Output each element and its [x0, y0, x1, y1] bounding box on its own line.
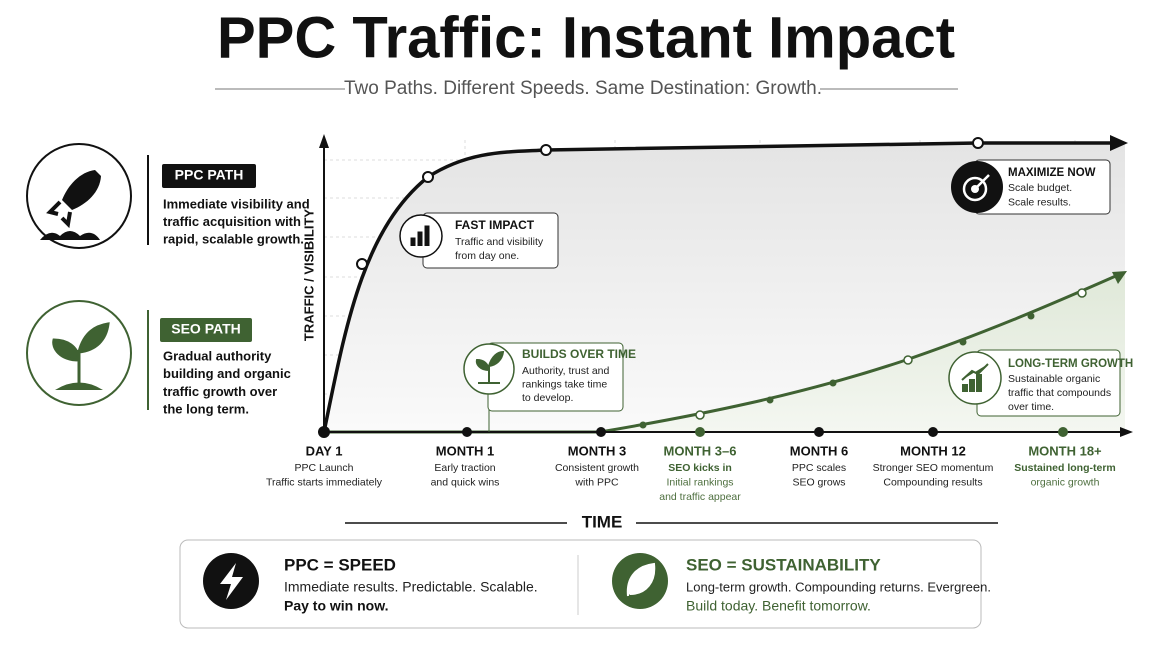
path-text: Immediate visibility and [163, 196, 310, 211]
leaf [626, 562, 656, 597]
milestone-label: MONTH 18+ [1028, 443, 1102, 458]
footer-text: Build today. Benefit tomorrow. [686, 598, 871, 614]
title: PPC Traffic: Instant Impact [217, 5, 955, 70]
path-label: SEO PATH [171, 321, 241, 337]
y-axis-label: TRAFFIC / VISIBILITY [301, 209, 316, 341]
x-axis-label: TIME [582, 512, 623, 531]
path-label: PPC PATH [175, 167, 244, 183]
milestone-text: Initial rankings [666, 476, 733, 488]
arrow [319, 134, 329, 148]
milestone-text: and traffic appear [659, 491, 741, 503]
sprout [52, 322, 110, 385]
arrow [1112, 271, 1127, 284]
label-box [162, 164, 256, 188]
milestone-text: Consistent growth [555, 462, 639, 474]
arrow [1120, 427, 1133, 437]
soil [55, 382, 103, 390]
milestone-text: organic growth [1031, 476, 1100, 488]
sprout [475, 350, 505, 384]
footer-text: Long-term growth. Compounding returns. E… [686, 579, 991, 594]
callout-text: to develop. [522, 392, 573, 404]
milestone-text: Early traction [434, 462, 495, 474]
callout-title: LONG-TERM GROWTH [1008, 358, 1133, 370]
path-text: traffic acquisition with [163, 214, 301, 229]
milestone-text: SEO kicks in [668, 462, 732, 474]
bolt [220, 563, 243, 600]
milestone-text: and quick wins [431, 476, 500, 488]
callout-text: Traffic and visibility [455, 236, 544, 248]
milestone-label: MONTH 1 [436, 443, 495, 458]
seo-curve [324, 273, 1119, 434]
milestone-text: PPC scales [792, 462, 846, 474]
ppc-curve [322, 141, 1115, 433]
arrow [1110, 135, 1128, 151]
cloud [40, 231, 100, 240]
milestone-text: Traffic starts immediately [266, 476, 383, 488]
callout-title: BUILDS OVER TIME [522, 347, 636, 361]
path-text: building and organic [163, 366, 291, 381]
bars-icon [410, 225, 430, 246]
path-text: the long term. [163, 402, 249, 417]
milestone-text: Stronger SEO momentum [873, 462, 994, 474]
growth-icon [961, 363, 989, 392]
milestone-text: SEO grows [792, 476, 845, 488]
callout-text: rankings take time [522, 378, 607, 390]
milestone-text: Sustained long-term [1014, 462, 1116, 474]
subtitle: Two Paths. Different Speeds. Same Destin… [344, 78, 822, 99]
callout-text: over time. [1008, 401, 1054, 413]
target [962, 176, 988, 202]
axis-dots [318, 426, 1068, 438]
callout-title: MAXIMIZE NOW [1008, 167, 1096, 179]
milestone-label: MONTH 12 [900, 443, 966, 458]
callout-text: Authority, trust and [522, 365, 610, 377]
label-box [160, 318, 252, 342]
footer-title: SEO = SUSTAINABILITY [686, 555, 881, 574]
callout-title: FAST IMPACT [455, 218, 535, 232]
footer-text: Pay to win now. [284, 598, 389, 614]
footer-text: Immediate results. Predictable. Scalable… [284, 579, 538, 595]
callout-text: Scale results. [1008, 196, 1071, 208]
milestone-text: with PPC [574, 476, 619, 488]
callout-text: Sustainable organic [1008, 373, 1100, 385]
callout-icon [948, 351, 1002, 405]
ppc-points [356, 137, 984, 270]
milestone-label: MONTH 3 [568, 443, 627, 458]
callout-text: from day one. [455, 250, 519, 262]
milestone-label: MONTH 6 [790, 443, 849, 458]
rocket-fins [46, 200, 72, 229]
milestone-label: MONTH 3–6 [664, 443, 737, 458]
footer-title: PPC = SPEED [284, 555, 396, 574]
milestone-label: DAY 1 [306, 443, 343, 458]
seo-dots [639, 312, 1035, 429]
path-text: traffic growth over [163, 384, 277, 399]
footer-box [179, 539, 982, 629]
callout-text: traffic that compounds [1008, 387, 1111, 399]
rocket [62, 170, 101, 210]
seo-points [695, 288, 1087, 420]
callout-text: Scale budget. [1008, 182, 1072, 194]
milestone-text: Compounding results [883, 476, 982, 488]
path-text: rapid, scalable growth. [163, 231, 304, 246]
target [974, 174, 990, 190]
milestone-text: PPC Launch [295, 462, 354, 474]
path-text: Gradual authority [163, 348, 272, 363]
